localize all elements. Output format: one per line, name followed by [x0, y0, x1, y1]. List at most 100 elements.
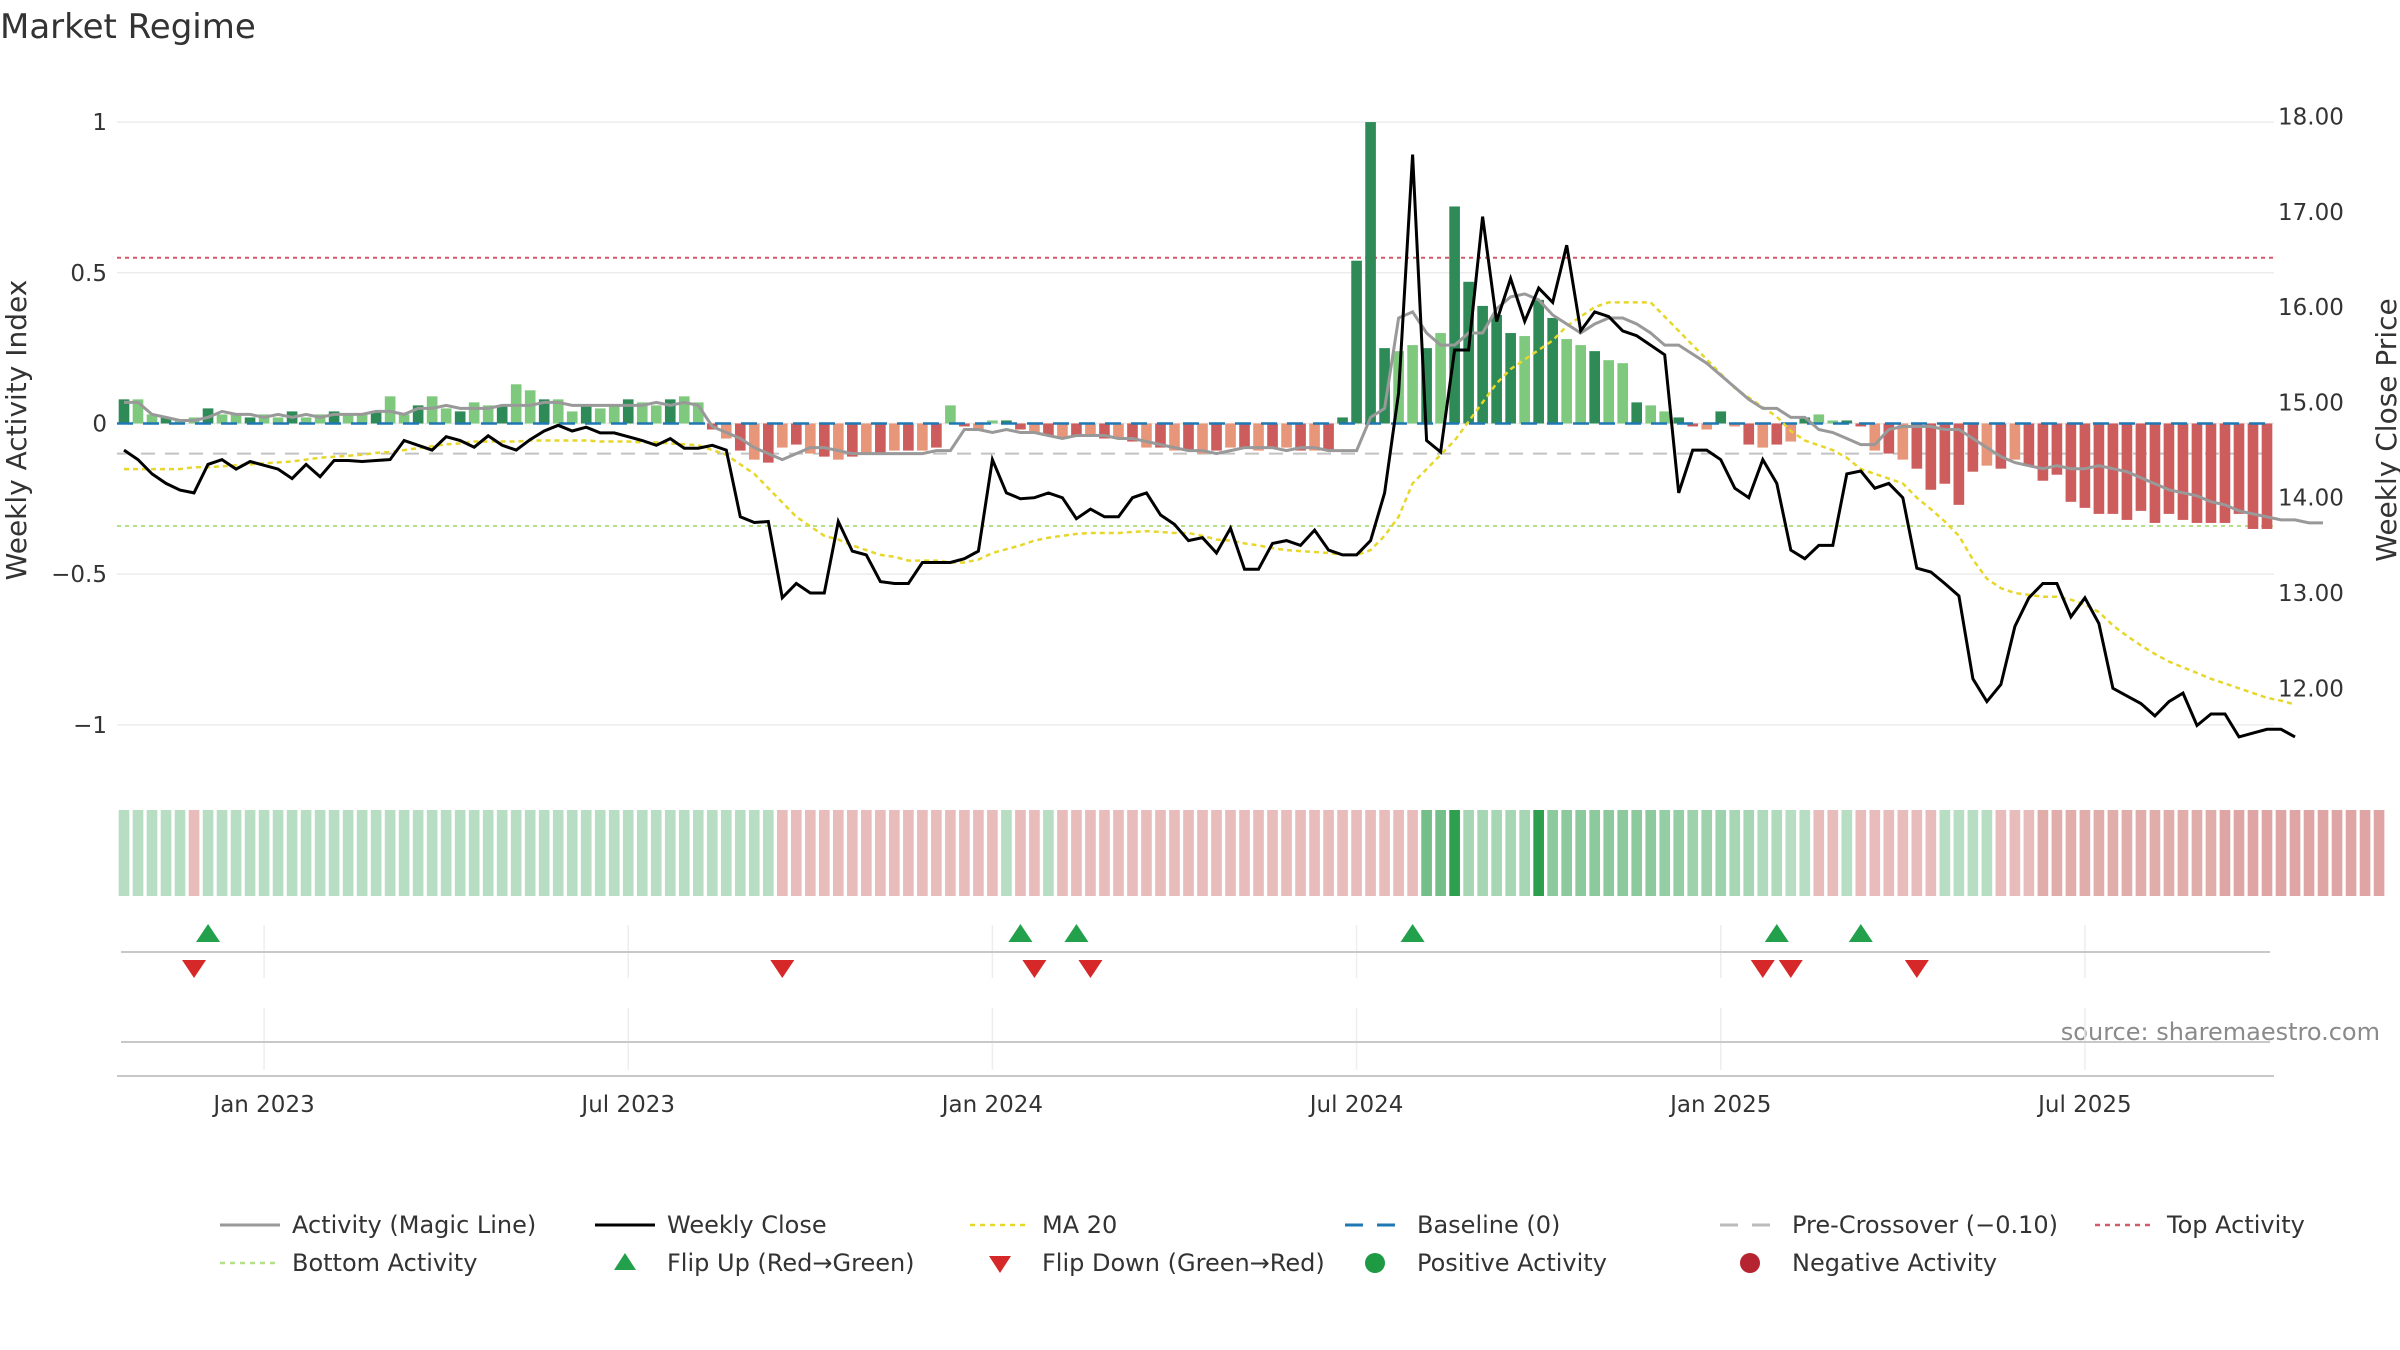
regime-strip-cell [1127, 810, 1138, 896]
regime-strip-cell [819, 810, 830, 896]
activity-bar [468, 402, 480, 424]
regime-strip-cell [2107, 810, 2119, 896]
regime-strip-cell [1519, 810, 1530, 896]
activity-bar [1757, 423, 1769, 448]
regime-strip-cell [1435, 810, 1446, 896]
regime-strip-cell [356, 810, 368, 896]
activity-bar [2247, 423, 2259, 529]
regime-strip-cell [692, 810, 704, 896]
regime-strip-cell [2303, 810, 2315, 896]
activity-bar [2051, 423, 2063, 475]
activity-bar [1841, 420, 1853, 424]
activity-bar [1939, 423, 1951, 484]
regime-strip-cell [1701, 810, 1713, 896]
activity-bar [1323, 423, 1334, 451]
regime-strip-cell [1113, 810, 1124, 896]
regime-strip-cell [1687, 810, 1699, 896]
regime-strip-cell [580, 810, 592, 896]
regime-strip-cell [370, 810, 382, 896]
activity-bar [1099, 423, 1110, 439]
y-axis-right-label: Weekly Close Price [2370, 298, 2400, 561]
activity-bar [903, 423, 914, 451]
activity-bar [931, 423, 942, 448]
regime-strip-cell [328, 810, 340, 896]
regime-strip-cell [2247, 810, 2259, 896]
activity-bar [1855, 423, 1867, 427]
regime-strip-cell [2317, 810, 2329, 896]
regime-strip-cell [1715, 810, 1727, 896]
legend-label-activity: Activity (Magic Line) [292, 1211, 536, 1239]
activity-bar [608, 405, 620, 424]
regime-strip-cell [1029, 810, 1040, 896]
chart-title: Market Regime [0, 7, 256, 47]
regime-strip-cell [678, 810, 690, 896]
activity-bar [1715, 411, 1727, 424]
activity-bar [2149, 423, 2161, 523]
regime-strip-cell [1183, 810, 1194, 896]
regime-strip-cell [202, 810, 214, 896]
legend-label-flipup: Flip Up (Red→Green) [667, 1249, 915, 1277]
regime-strip-cell [1505, 810, 1516, 896]
regime-strip-cell [2079, 810, 2091, 896]
y-left-tick-label: 0 [92, 411, 107, 437]
y-right-tick-label: 15.00 [2278, 390, 2344, 416]
x-tick-label: Jul 2025 [2036, 1092, 2132, 1118]
regime-strip-cell [1729, 810, 1741, 896]
regime-strip-cell [861, 810, 872, 896]
activity-bar [1645, 405, 1657, 424]
activity-bar [819, 423, 830, 457]
regime-strip-cell [1659, 810, 1671, 896]
activity-bar [230, 414, 242, 424]
regime-strip-cell [2261, 810, 2273, 896]
regime-strip-cell [1533, 810, 1544, 896]
activity-bar [2037, 423, 2049, 481]
activity-bar [2205, 423, 2217, 523]
legend-label-close: Weekly Close [667, 1211, 827, 1239]
regime-strip-cell [1771, 810, 1783, 896]
activity-bar [776, 423, 788, 448]
activity-bar [678, 396, 690, 424]
regime-strip-cell [790, 810, 802, 896]
activity-bar [440, 408, 452, 424]
activity-bar [1505, 333, 1516, 424]
activity-bar [945, 405, 956, 424]
activity-bar [664, 399, 676, 424]
regime-strip-cell [1477, 810, 1488, 896]
activity-bar [1827, 420, 1839, 424]
activity-bar [1113, 423, 1124, 439]
regime-strip-cell [216, 810, 228, 896]
activity-bar [216, 414, 228, 424]
regime-strip-cell [2289, 810, 2301, 896]
regime-strip-cell [917, 810, 928, 896]
legend-label-baseline: Baseline (0) [1417, 1211, 1560, 1239]
regime-strip-cell [608, 810, 620, 896]
regime-strip-cell [1911, 810, 1923, 896]
activity-bar [1967, 423, 1979, 472]
activity-bar [356, 414, 368, 424]
activity-bar [566, 411, 578, 424]
regime-strip-cell [300, 810, 312, 896]
activity-bar [1211, 423, 1222, 451]
regime-strip-cell [903, 810, 914, 896]
regime-strip-cell [1449, 810, 1460, 896]
regime-strip-cell [2163, 810, 2175, 896]
activity-bar [1673, 417, 1685, 424]
activity-bar [1141, 423, 1152, 448]
regime-strip-cell [1813, 810, 1825, 896]
regime-strip-cell [2205, 810, 2217, 896]
regime-strip-cell [889, 810, 900, 896]
activity-bar [580, 405, 592, 424]
x-tick-label: Jul 2024 [1308, 1092, 1404, 1118]
activity-bar [2261, 423, 2273, 529]
regime-strip-cell [1841, 810, 1853, 896]
activity-bar [370, 411, 382, 424]
regime-strip-cell [2065, 810, 2077, 896]
regime-strip-cell [524, 810, 536, 896]
regime-strip-cell [552, 810, 564, 896]
regime-strip-cell [2023, 810, 2035, 896]
regime-strip-cell [1323, 810, 1334, 896]
activity-bar [1085, 423, 1096, 436]
regime-strip-cell [1547, 810, 1558, 896]
activity-bar [1687, 423, 1699, 427]
legend-label-neg: Negative Activity [1792, 1249, 1997, 1277]
